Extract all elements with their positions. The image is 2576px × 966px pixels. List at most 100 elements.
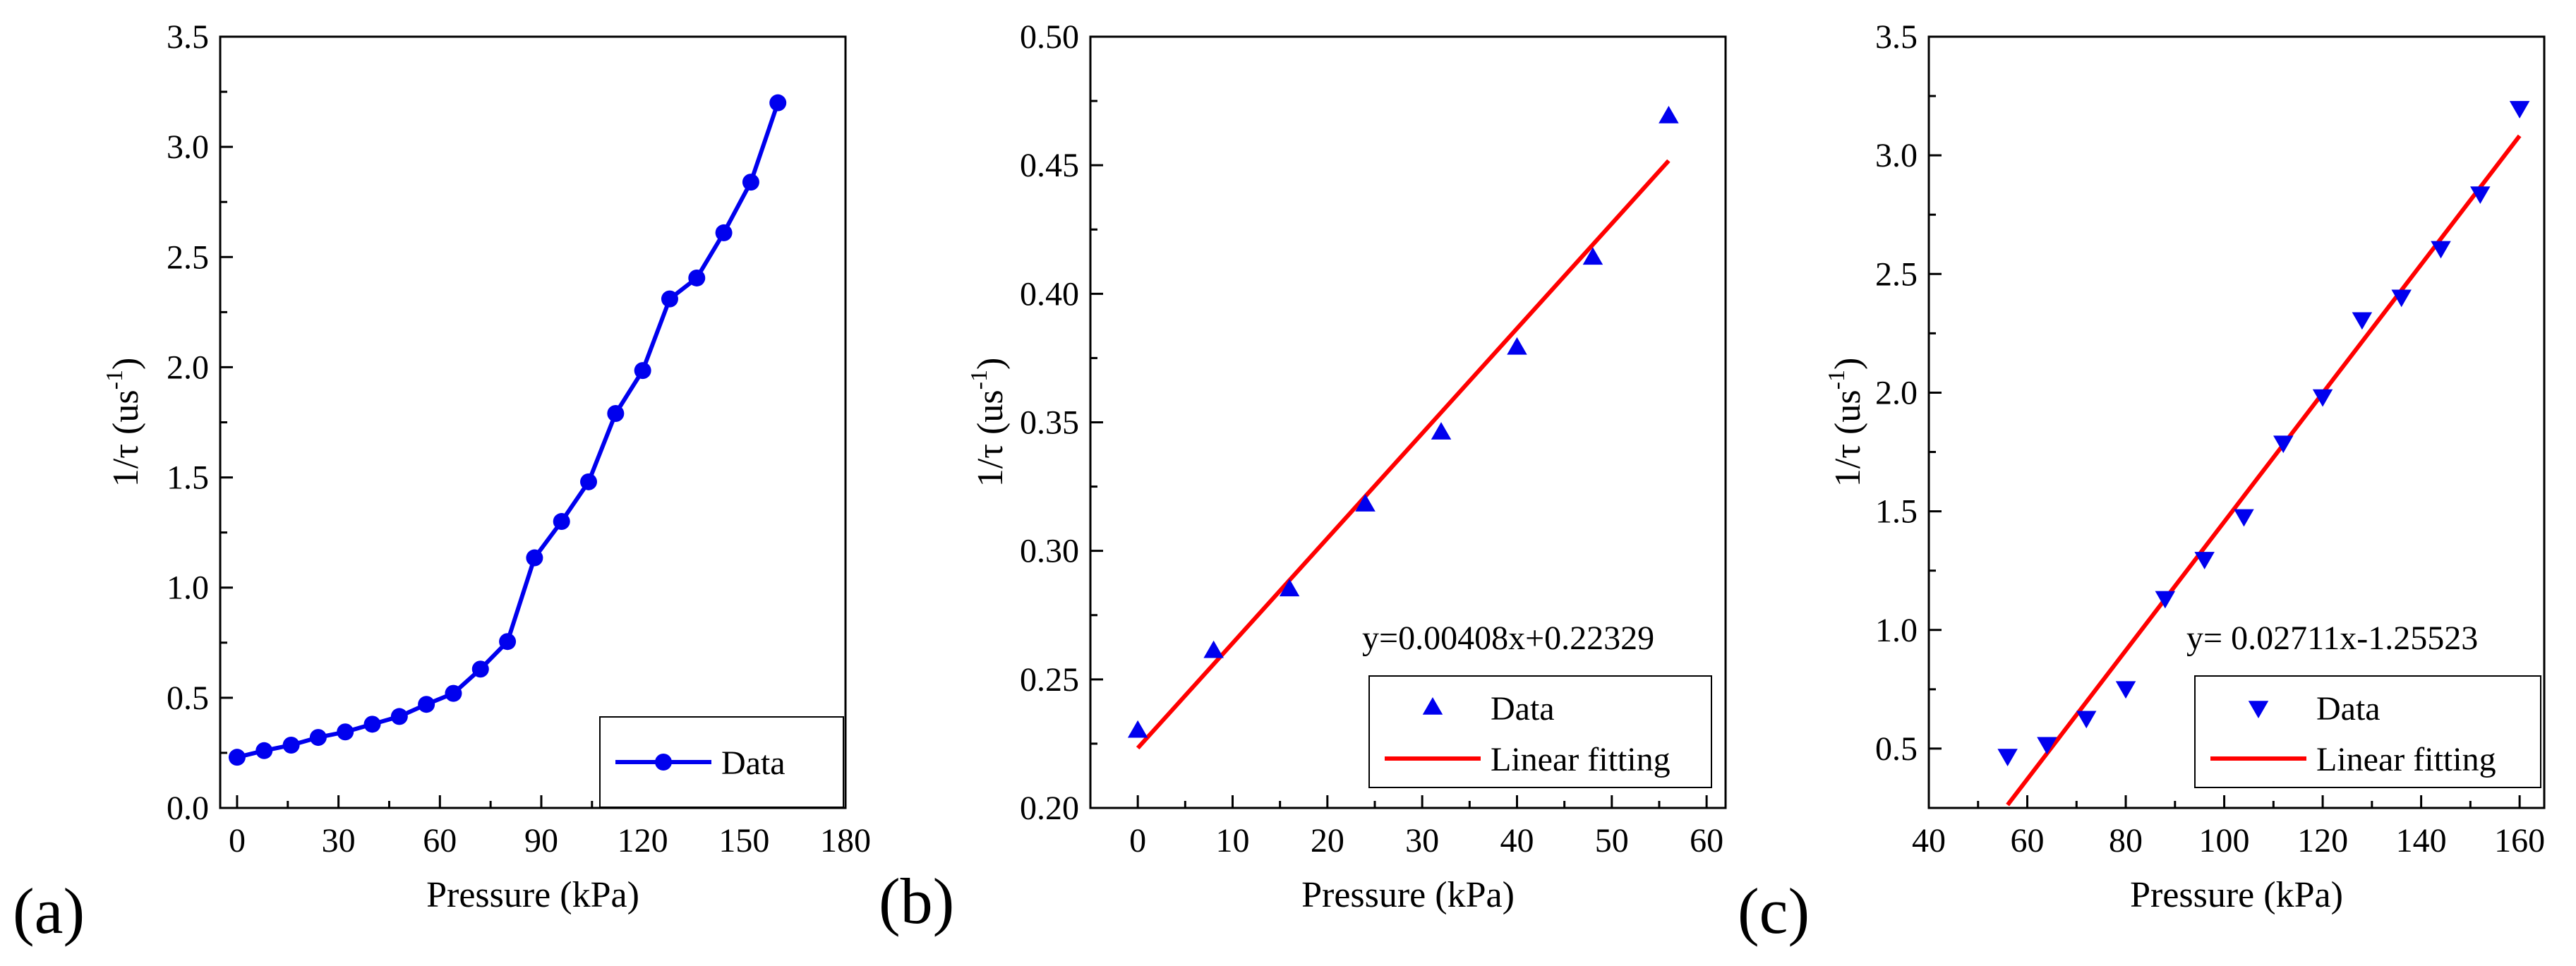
fit-line <box>1136 159 1671 750</box>
y-tick-label: 0.35 <box>1020 404 1079 442</box>
y-axis-title-sup: -1 <box>966 370 992 390</box>
data-point <box>337 723 354 741</box>
chart-panel-a: 0 30 60 90 120 150 180 0.0 0.5 1.0 1.5 2.0 2.5 3.0 3.5… <box>102 18 871 915</box>
chart-panel-b: 0 10 20 30 40 50 60 0.20 0.25 0.30 0.35 0.40 0.45 0.5… <box>966 18 1727 915</box>
panel-label-c: (c) <box>1738 875 1810 947</box>
y-tick-label: 2.0 <box>167 349 209 386</box>
data-point <box>688 269 706 286</box>
fit-equation: y= 0.02711x-1.25523 <box>2186 620 2478 657</box>
x-tick-label: 100 <box>2199 822 2250 859</box>
y-axis-title-main: 1/τ (us <box>970 390 1011 487</box>
y-tick-label: 0.25 <box>1020 661 1079 699</box>
data-point <box>2470 186 2491 204</box>
y-axis-title: 1/τ (us-1) <box>966 358 1011 488</box>
y-tick-label: 0.45 <box>1020 147 1079 184</box>
y-axis-title-close: ) <box>106 358 146 370</box>
data-point <box>2234 509 2254 527</box>
data-point <box>634 362 651 380</box>
x-tick-label: 150 <box>718 822 769 859</box>
x-tick-label: 30 <box>322 822 356 859</box>
y-tick-label: 0.5 <box>167 680 209 717</box>
y-axis-title-main: 1/τ (us <box>106 390 146 487</box>
x-tick-label: 140 <box>2396 822 2447 859</box>
x-tick-label: 30 <box>1405 822 1439 859</box>
fit-line <box>2006 134 2522 807</box>
panel-label-b: (b) <box>879 865 954 937</box>
x-tick-label: 180 <box>820 822 871 859</box>
data-point <box>309 729 327 747</box>
data-point <box>390 708 408 725</box>
legend: Data Linear fitting <box>2194 675 2541 788</box>
legend-label: Data <box>1491 690 1555 727</box>
y-tick-label: 1.0 <box>1875 612 1918 649</box>
y-tick-label: 0.0 <box>167 790 209 827</box>
y-axis-title: 1/τ (us-1) <box>102 358 146 488</box>
legend-box <box>2194 675 2541 788</box>
data-point <box>2312 389 2333 407</box>
data-point <box>418 696 435 713</box>
data-point <box>661 290 678 308</box>
y-axis-title: 1/τ (us-1) <box>1824 358 1868 488</box>
data-point <box>2194 552 2215 569</box>
data-point <box>363 716 381 733</box>
x-tick-label: 160 <box>2494 822 2545 859</box>
data-point <box>553 513 570 531</box>
data-point <box>499 633 517 651</box>
data-point <box>769 94 787 111</box>
y-tick-label: 3.5 <box>167 18 209 56</box>
plot-frame <box>1927 35 2546 809</box>
data-point <box>2391 289 2412 308</box>
x-tick-label: 80 <box>2109 822 2143 859</box>
data-point <box>2076 711 2097 729</box>
data-point <box>2509 101 2530 119</box>
data-point <box>1582 247 1603 265</box>
data-point <box>445 684 462 702</box>
y-tick-label: 1.0 <box>167 569 209 607</box>
data-point <box>1127 720 1148 738</box>
y-tick-label: 0.50 <box>1020 18 1079 56</box>
data-point <box>228 749 246 766</box>
x-axis-title: Pressure (kPa) <box>1301 875 1515 915</box>
data-point <box>1659 105 1679 123</box>
legend-marker-swatch <box>2248 701 2269 718</box>
y-tick-label: 0.5 <box>1875 730 1918 768</box>
legend-label: Data <box>2316 690 2381 727</box>
legend-label: Linear fitting <box>1491 741 1671 778</box>
x-tick-label: 0 <box>229 822 246 859</box>
legend-marker-swatch <box>1422 697 1443 715</box>
data-point <box>1507 337 1527 355</box>
panel-label-a: (a) <box>13 875 85 947</box>
x-axis-title: Pressure (kPa) <box>426 875 639 915</box>
legend-label: Linear fitting <box>2316 741 2496 778</box>
data-point <box>526 549 543 567</box>
data-point <box>607 405 625 423</box>
data-point <box>2115 681 2136 699</box>
y-tick-label: 2.5 <box>167 239 209 276</box>
y-tick-label: 0.30 <box>1020 533 1079 570</box>
legend-label: Data <box>721 744 786 782</box>
x-tick-label: 40 <box>1500 822 1534 859</box>
data-point <box>1279 579 1300 597</box>
x-tick-label: 50 <box>1595 822 1629 859</box>
x-tick-label: 60 <box>2011 822 2045 859</box>
fit-equation: y=0.00408x+0.22329 <box>1362 620 1654 657</box>
data-point <box>1997 749 2018 767</box>
x-tick-label: 120 <box>2297 822 2348 859</box>
x-tick-label: 20 <box>1311 822 1344 859</box>
y-axis-title-sup: -1 <box>102 370 128 390</box>
data-point <box>255 742 273 759</box>
data-point <box>1203 640 1224 658</box>
x-tick-label: 40 <box>1912 822 1946 859</box>
data-point <box>1355 494 1376 512</box>
data-point <box>2352 312 2373 330</box>
chart-panel-c: 40 60 80 100 120 140 160 0.5 1.0 1.5 2.0 2.5 3.0 3.5 P… <box>1824 18 2546 915</box>
x-tick-label: 60 <box>423 822 457 859</box>
y-axis-title-close: ) <box>970 358 1011 370</box>
y-tick-label: 2.0 <box>1875 374 1918 411</box>
data-point <box>282 736 300 754</box>
x-tick-label: 120 <box>618 822 668 859</box>
x-tick-label: 90 <box>524 822 558 859</box>
data-point <box>2431 241 2451 259</box>
x-tick-label: 0 <box>1129 822 1146 859</box>
